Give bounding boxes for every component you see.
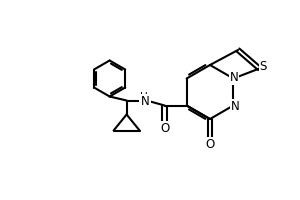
Text: O: O (206, 138, 214, 150)
Text: H: H (140, 92, 148, 102)
Text: O: O (160, 122, 169, 135)
Text: N: N (231, 100, 240, 113)
Text: N: N (230, 71, 239, 84)
Text: S: S (260, 60, 267, 73)
Text: N: N (141, 95, 150, 108)
